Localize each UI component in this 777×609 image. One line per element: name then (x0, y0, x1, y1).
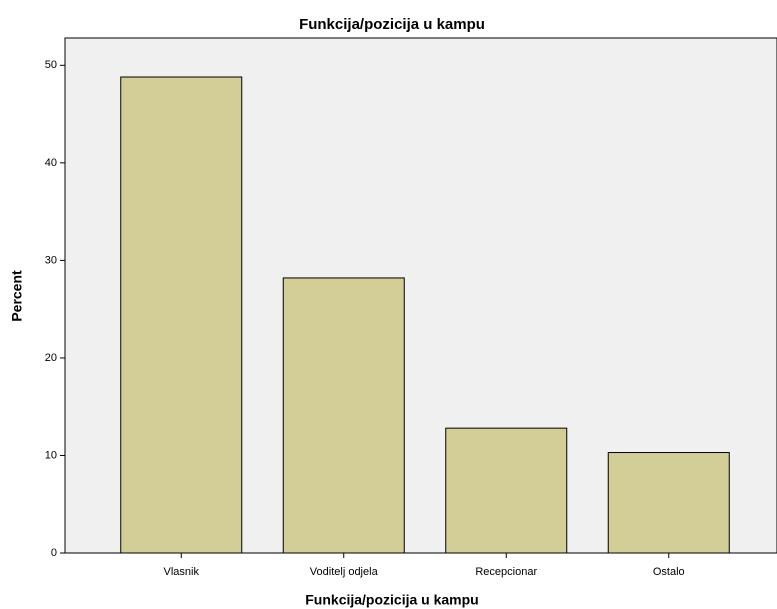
y-tick-label: 40 (45, 157, 57, 169)
x-tick-label: Voditelj odjela (310, 566, 379, 578)
chart-title: Funkcija/pozicija u kampu (299, 16, 485, 33)
x-tick-label: Recepcionar (475, 566, 537, 578)
x-tick-label: Vlasnik (164, 566, 200, 578)
x-axis-title: Funkcija/pozicija u kampu (305, 592, 478, 608)
bar (607, 452, 730, 554)
bar (282, 277, 405, 554)
bar (120, 76, 243, 554)
y-axis-title: Percent (9, 270, 25, 322)
y-tick-label: 10 (45, 449, 57, 461)
y-tick-label: 30 (45, 254, 57, 266)
y-tick-label: 50 (45, 59, 57, 71)
bar (445, 427, 568, 554)
y-tick-label: 0 (51, 547, 57, 559)
y-tick-label: 20 (45, 352, 57, 364)
x-tick-label: Ostalo (653, 566, 685, 578)
